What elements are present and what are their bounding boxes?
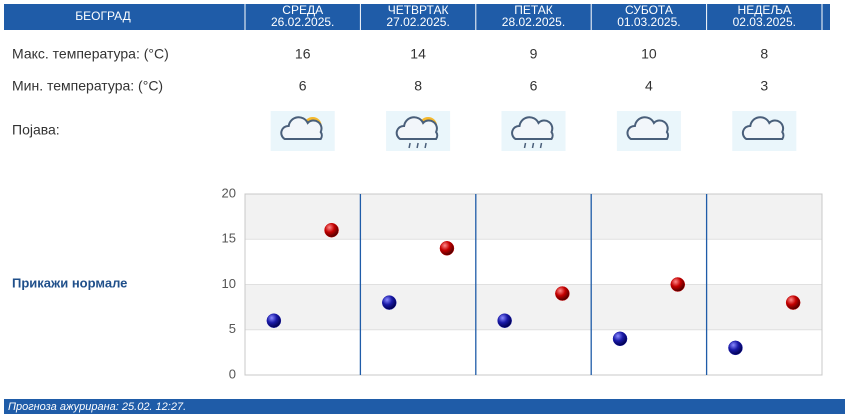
- temp-dot: [785, 295, 801, 310]
- temp-dot: [324, 222, 339, 238]
- row-value: 8: [414, 78, 422, 94]
- row-value: 9: [530, 46, 538, 62]
- plot-band: [245, 284, 822, 330]
- icon-rain: [539, 142, 543, 149]
- temp-dot: [439, 241, 455, 256]
- temp-dot: [728, 340, 743, 356]
- header-bar: [4, 4, 830, 30]
- row-value: 8: [760, 46, 768, 62]
- day-name: СУБОТА: [625, 3, 673, 17]
- temp-dot: [555, 286, 570, 301]
- temp-dot: [497, 313, 512, 328]
- icon-cloud: [741, 116, 785, 140]
- icon-rain: [424, 142, 427, 149]
- icon-rain: [416, 142, 419, 149]
- icon-cloud: [626, 116, 670, 140]
- day-name: СРЕДА: [282, 3, 323, 17]
- row-value: 3: [760, 78, 768, 94]
- y-tick-label: 10: [222, 276, 236, 291]
- icon-cloud: [511, 116, 554, 140]
- temp-dot: [266, 313, 282, 328]
- plot-band: [245, 194, 822, 240]
- row-label: Макс. температура: (°C): [12, 46, 169, 62]
- icon-cloud: [395, 116, 439, 140]
- footer-bar: [4, 399, 845, 414]
- row-value: 6: [530, 78, 538, 94]
- city: БЕОГРАД: [75, 9, 130, 23]
- icon-rain: [408, 142, 411, 149]
- y-tick-label: 15: [222, 231, 236, 246]
- temp-dot: [670, 277, 685, 292]
- y-tick-label: 20: [222, 185, 236, 200]
- day-name: ПЕТАК: [514, 3, 553, 17]
- day-date: 27.02.2025.: [386, 15, 449, 29]
- row-value: 10: [641, 46, 657, 62]
- row-value: 16: [295, 46, 311, 62]
- plot-band: [245, 239, 822, 285]
- temp-dot: [382, 295, 397, 310]
- icon-cloud: [280, 116, 323, 140]
- plot-border: [244, 193, 823, 376]
- icon-rain: [531, 142, 535, 149]
- temp-dot: [612, 331, 628, 347]
- day-name: НЕДЕЉА: [738, 3, 792, 17]
- footer: Прогноза ажурирана: 25.02. 12:27.: [8, 401, 186, 413]
- day-date: 01.03.2025.: [617, 15, 680, 29]
- y-tick-label: 5: [229, 321, 236, 336]
- y-tick-label: 0: [229, 366, 236, 381]
- row-value: 6: [299, 78, 307, 94]
- day-name: ЧЕТВРТАК: [388, 3, 449, 17]
- row-value: 4: [645, 78, 653, 94]
- row-value: 14: [410, 46, 426, 62]
- show-normals[interactable]: Прикажи нормале: [12, 275, 127, 290]
- icon-rain: [523, 142, 527, 149]
- row-label: Мин. температура: (°C): [12, 78, 163, 94]
- day-date: 02.03.2025.: [733, 15, 796, 29]
- row-label: Појава:: [12, 122, 60, 138]
- plot-band: [245, 329, 822, 375]
- day-date: 26.02.2025.: [271, 15, 334, 29]
- day-date: 28.02.2025.: [502, 15, 565, 29]
